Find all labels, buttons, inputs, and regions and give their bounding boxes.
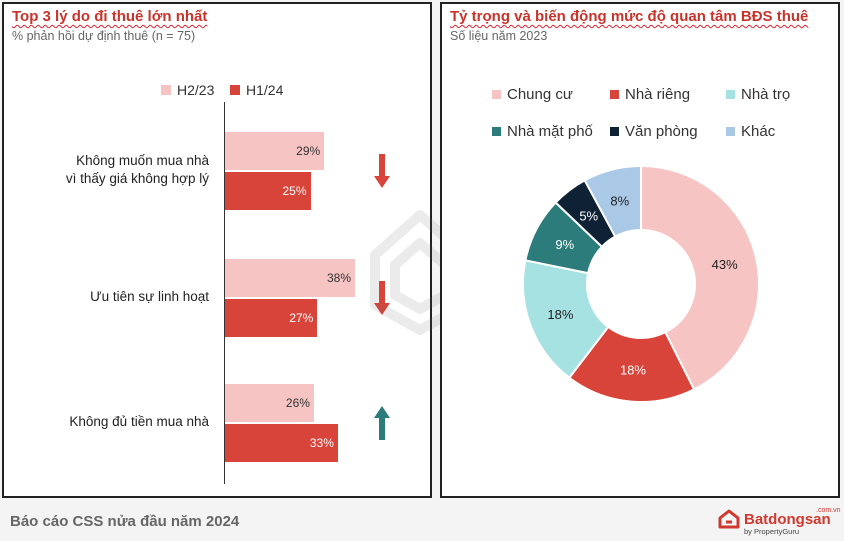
legend-label: Nhà trọ bbox=[741, 86, 791, 103]
bar-h1-24-uu-tien-linh-hoat: 27% bbox=[225, 299, 318, 337]
legend-label: Nhà mặt phố bbox=[507, 123, 593, 140]
logo-domain: .com.vn bbox=[816, 507, 841, 514]
bar-value-label: 27% bbox=[289, 311, 314, 325]
left-chart-subtitle: % phản hồi dự định thuê (n = 75) bbox=[12, 29, 196, 43]
donut-slice-nha-tro bbox=[522, 259, 610, 380]
donut-slice-label-khac: 8% bbox=[610, 194, 629, 209]
pie-legend-item-1: Nhà riêng bbox=[610, 86, 690, 103]
donut-slice-khac bbox=[583, 164, 642, 238]
donut-slice-nha-rieng bbox=[567, 325, 696, 403]
arrow-down-icon bbox=[374, 281, 390, 315]
donut-slice-label-nha-rieng: 18% bbox=[620, 363, 646, 378]
pie-legend-item-2: Nhà trọ bbox=[726, 86, 790, 103]
pie-legend-item-3: Nhà mặt phố bbox=[492, 123, 593, 140]
bar-h1-24-khong-muon-mua-nha: 25% bbox=[225, 172, 311, 210]
arrow-down-icon bbox=[374, 154, 390, 188]
house-logo-icon bbox=[718, 509, 740, 529]
logo-byline: by PropertyGuru bbox=[744, 527, 800, 536]
footer-report-label: Báo cáo CSS nửa đầu năm 2024 bbox=[10, 513, 240, 530]
bar-value-label: 26% bbox=[285, 396, 310, 410]
category-label-line: Ưu tiên sự linh hoạt bbox=[90, 289, 209, 304]
donut-slice-label-nha-mat-pho: 9% bbox=[555, 237, 574, 252]
bar-value-label: 33% bbox=[309, 436, 334, 450]
legend-item-h2-23: H2/23 bbox=[161, 82, 214, 98]
donut-chart: 43% 18% 18% 9% 5% 8% bbox=[522, 164, 760, 403]
legend-swatch bbox=[492, 127, 501, 136]
bar-h2-23-khong-du-tien: 26% bbox=[225, 384, 314, 422]
category-label-uu-tien-linh-hoat: Ưu tiên sự linh hoạt bbox=[90, 288, 209, 306]
donut-slice-label-chung-cu: 43% bbox=[712, 257, 738, 272]
bar-h2-23-khong-muon-mua-nha: 29% bbox=[225, 132, 325, 170]
legend-swatch bbox=[610, 127, 619, 136]
legend-swatch bbox=[230, 85, 240, 95]
left-chart-title: Top 3 lý do đi thuê lớn nhất bbox=[12, 8, 208, 25]
donut-slice-label-van-phong: 5% bbox=[579, 209, 598, 224]
legend-label: Nhà riêng bbox=[625, 86, 691, 103]
legend-label: Chung cư bbox=[507, 86, 573, 103]
legend-label: Văn phòng bbox=[625, 123, 698, 140]
logo-wordmark: Batdongsan bbox=[744, 510, 831, 528]
legend-label: H2/23 bbox=[177, 82, 215, 98]
donut-slice-label-nha-tro: 18% bbox=[547, 307, 573, 322]
brand-logo: Batdongsan .com.vn by PropertyGuru bbox=[718, 507, 841, 536]
legend-swatch bbox=[726, 90, 735, 99]
bar-value-label: 29% bbox=[296, 144, 321, 158]
pie-legend-item-4: Văn phòng bbox=[610, 123, 698, 140]
legend-swatch bbox=[161, 85, 171, 95]
bar-h1-24-khong-du-tien: 33% bbox=[225, 424, 338, 462]
legend-item-h1-24: H1/24 bbox=[230, 82, 283, 98]
pie-legend-item-0: Chung cư bbox=[492, 86, 573, 103]
legend-swatch bbox=[492, 90, 501, 99]
category-axis-line bbox=[224, 102, 225, 484]
category-label-khong-muon-mua-nha: Không muốn mua nhà vì thấy giá không hợp … bbox=[66, 152, 209, 188]
left-chart-panel: Top 3 lý do đi thuê lớn nhất % phản hồi … bbox=[2, 2, 432, 498]
legend-swatch bbox=[610, 90, 619, 99]
right-chart-title: Tỷ trọng và biến động mức độ quan tâm BĐ… bbox=[450, 8, 809, 25]
legend-label: Khác bbox=[741, 123, 776, 140]
bar-h2-23-uu-tien-linh-hoat: 38% bbox=[225, 259, 355, 297]
category-label-line: Không đủ tiền mua nhà bbox=[69, 414, 209, 429]
donut-slice-chung-cu bbox=[640, 164, 760, 391]
arrow-up-icon bbox=[374, 406, 390, 440]
legend-label: H1/24 bbox=[246, 82, 284, 98]
right-chart-subtitle: Số liệu năm 2023 bbox=[450, 29, 548, 43]
legend-swatch bbox=[726, 127, 735, 136]
right-chart-panel: Tỷ trọng và biến động mức độ quan tâm BĐ… bbox=[440, 2, 840, 498]
pie-legend-item-5: Khác bbox=[726, 123, 775, 140]
category-label-khong-du-tien: Không đủ tiền mua nhà bbox=[69, 413, 209, 431]
category-label-line: Không muốn mua nhà bbox=[76, 153, 209, 168]
category-label-line: vì thấy giá không hợp lý bbox=[65, 171, 209, 186]
bar-value-label: 25% bbox=[282, 184, 307, 198]
bar-value-label: 38% bbox=[326, 271, 351, 285]
